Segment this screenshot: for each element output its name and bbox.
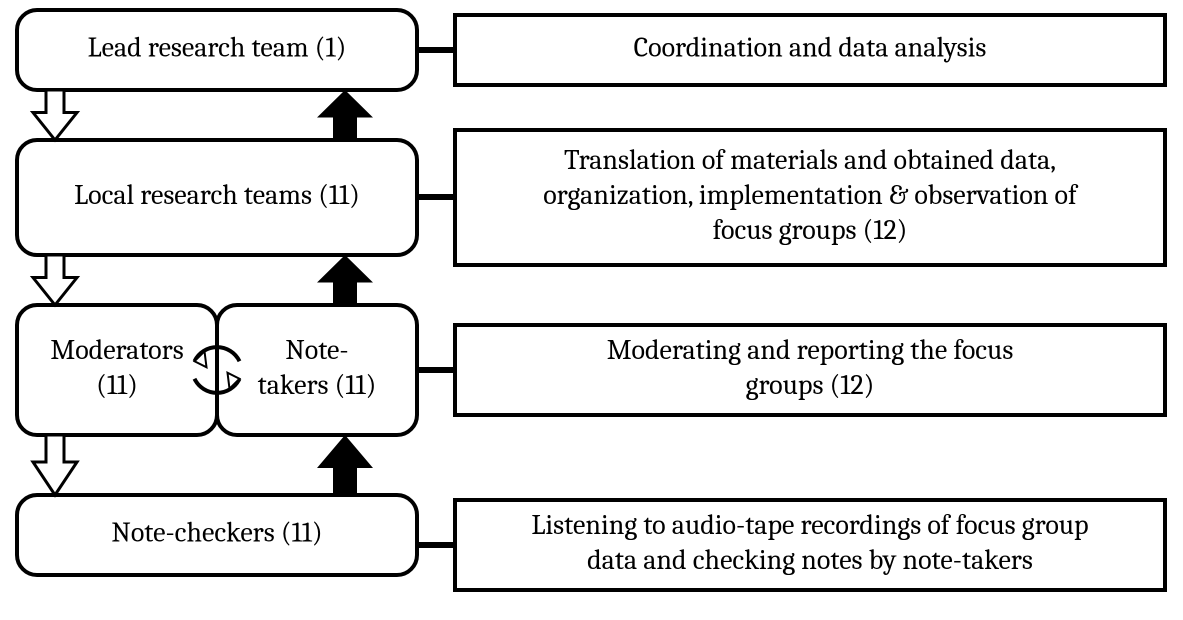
box-label: focus groups (12)	[713, 214, 908, 246]
box-lead-research-team: Lead research team (1)	[17, 10, 417, 90]
box-coordination: Coordination and data analysis	[455, 15, 1165, 85]
arrow-up-solid-icon	[317, 435, 373, 495]
box-local-research-teams: Local research teams (11)	[17, 140, 417, 255]
box-translation: Translation of materials and obtained da…	[455, 130, 1165, 265]
box-label: (11)	[96, 369, 138, 401]
box-label: organization, implementation & observati…	[543, 179, 1079, 211]
box-label: Note-checkers (11)	[111, 517, 322, 549]
box-label: groups (12)	[746, 369, 875, 401]
arrow-up-solid-icon	[317, 90, 373, 140]
arrow-down-open-icon	[33, 435, 77, 495]
box-label: Note-	[285, 334, 348, 366]
box-label: Coordination and data analysis	[634, 32, 987, 64]
box-label: Moderating and reporting the focus	[607, 334, 1014, 366]
box-note-checkers: Note-checkers (11)	[17, 495, 417, 575]
box-label: data and checking notes by note-takers	[587, 544, 1033, 576]
arrow-down-open-icon	[33, 90, 77, 140]
flowchart-diagram: Lead research team (1) Local research tea…	[0, 0, 1183, 620]
arrow-down-open-icon	[33, 255, 77, 305]
box-moderators: Moderators(11)	[17, 305, 217, 435]
box-label: Translation of materials and obtained da…	[564, 144, 1056, 176]
box-label: takers (11)	[258, 369, 377, 401]
box-label: Listening to audio-tape recordings of fo…	[531, 509, 1088, 541]
box-label: Lead research team (1)	[88, 32, 347, 64]
box-moderating: Moderating and reporting the focusgroups…	[455, 325, 1165, 415]
box-note-takers: Note-takers (11)	[217, 305, 417, 435]
box-label: Moderators	[50, 334, 183, 366]
arrow-up-solid-icon	[317, 255, 373, 305]
box-listening: Listening to audio-tape recordings of fo…	[455, 500, 1165, 590]
box-label: Local research teams (11)	[74, 179, 360, 211]
